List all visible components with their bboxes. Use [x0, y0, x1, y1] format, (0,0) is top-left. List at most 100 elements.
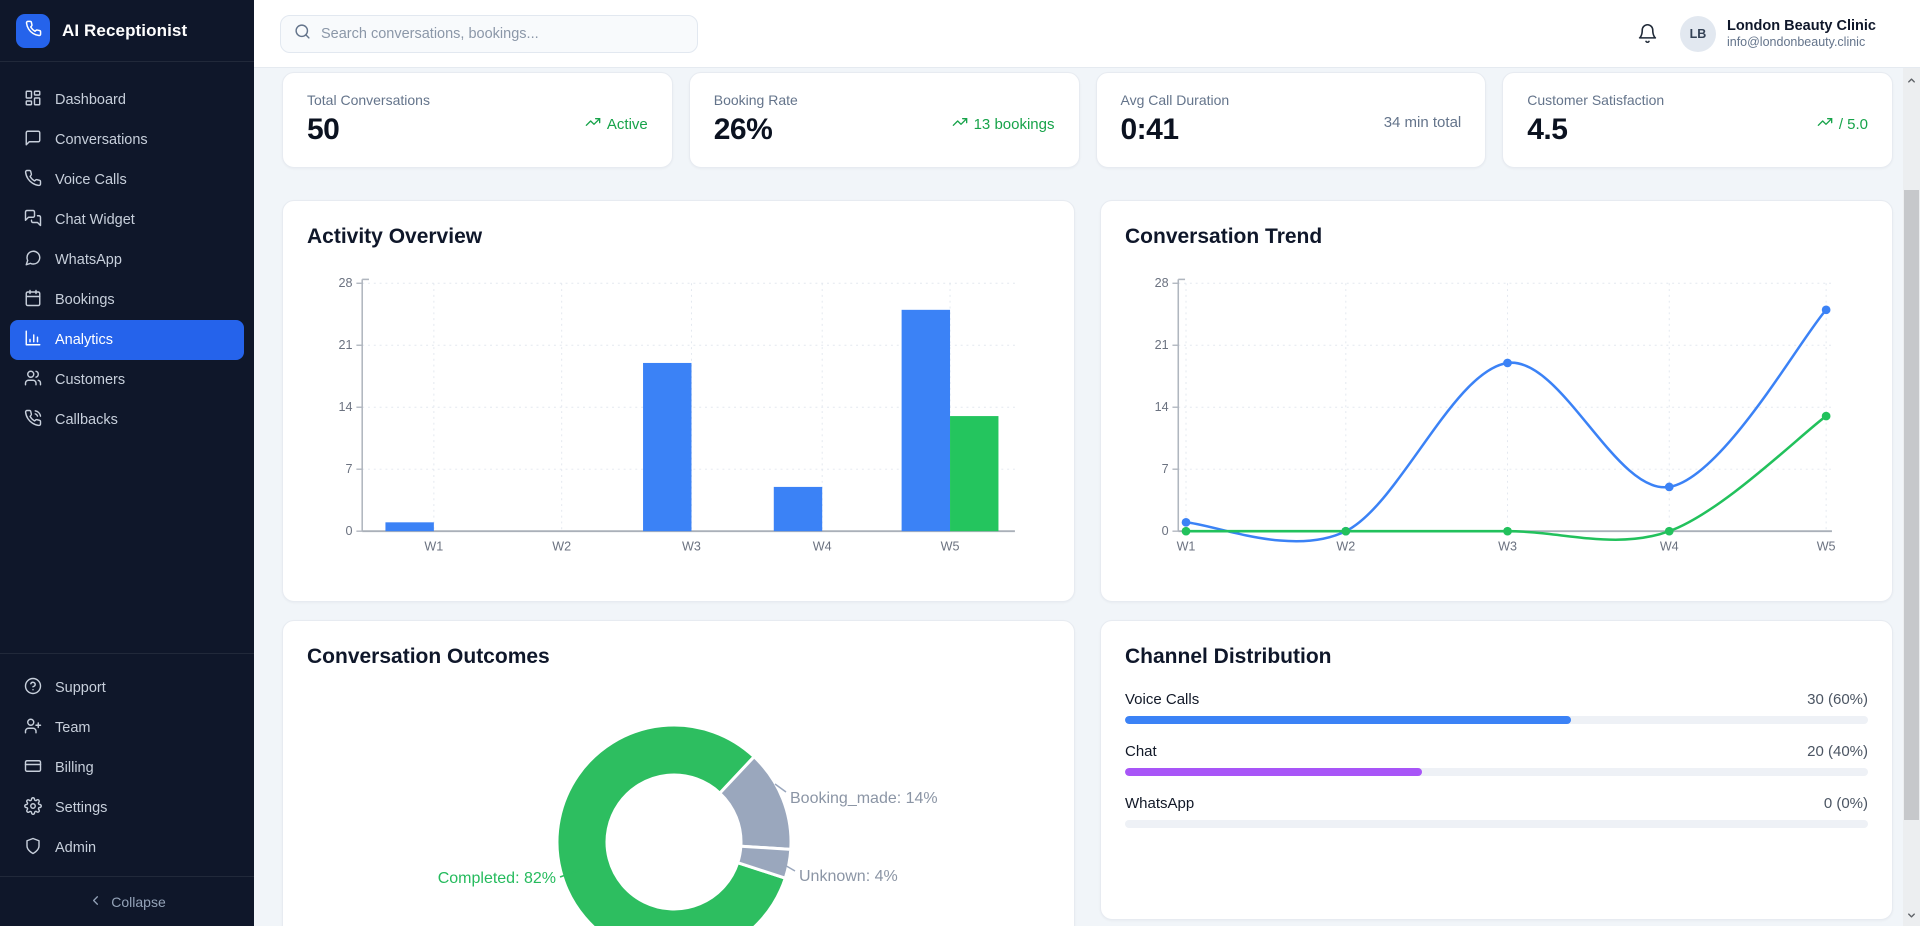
sidebar-item-label: Team [55, 720, 91, 736]
progress-fill [1125, 768, 1423, 776]
phone-icon [25, 20, 42, 42]
sidebar: AI Receptionist Dashboard Conversations … [0, 0, 254, 926]
svg-text:0: 0 [346, 524, 353, 538]
sidebar-item-support[interactable]: Support [10, 668, 244, 708]
collapse-button[interactable]: Collapse [0, 876, 254, 926]
calendar-icon [24, 289, 42, 311]
user-name: London Beauty Clinic [1726, 17, 1876, 34]
sidebar-item-label: Voice Calls [55, 172, 127, 188]
sidebar-item-analytics[interactable]: Analytics [10, 320, 244, 360]
bell-icon[interactable] [1637, 23, 1658, 44]
sidebar-footer-nav: Support Team Billing Settings Admin [0, 653, 254, 876]
svg-text:28: 28 [1155, 276, 1169, 290]
activity-overview-bar-chart: 0 7 14 21 28 W1 W2 W3 W4 W5 [339, 276, 1015, 554]
svg-text:W3: W3 [1498, 540, 1517, 554]
search-box[interactable] [280, 14, 698, 53]
sidebar-item-voice-calls[interactable]: Voice Calls [10, 160, 244, 200]
sidebar-item-callbacks[interactable]: Callbacks [10, 400, 244, 440]
user-meta: London Beauty Clinic info@londonbeauty.c… [1727, 17, 1876, 51]
credit-card-icon [24, 757, 42, 779]
sidebar-item-label: Chat Widget [55, 212, 135, 228]
sidebar-item-bookings[interactable]: Bookings [10, 280, 244, 320]
stat-label: Avg Call Duration [1120, 92, 1230, 108]
svg-text:W1: W1 [1177, 540, 1196, 554]
scrollbar-down-arrow[interactable] [1903, 907, 1920, 924]
svg-text:21: 21 [339, 338, 353, 352]
sidebar-item-whatsapp[interactable]: WhatsApp [10, 240, 244, 280]
svg-text:W4: W4 [813, 540, 832, 554]
sidebar-item-label: Admin [55, 840, 97, 856]
stat-meta: / 5.0 [1817, 114, 1868, 134]
chat-bubble-icon [24, 129, 42, 151]
dashboard-content: Total Conversations 50 Active Booking Ra… [254, 68, 1920, 926]
channel-label: Chat [1125, 743, 1157, 760]
leader-line [782, 863, 796, 872]
chart-title: Channel Distribution [1125, 645, 1332, 668]
stat-meta: Active [585, 114, 648, 134]
scrollbar-up-arrow[interactable] [1903, 72, 1920, 89]
sidebar-item-label: Bookings [55, 292, 115, 308]
user-email: info@londonbeauty.clinic [1726, 34, 1866, 49]
sidebar-item-settings[interactable]: Settings [10, 788, 244, 828]
sidebar-item-customers[interactable]: Customers [10, 360, 244, 400]
chart-title: Conversation Trend [1125, 225, 1323, 248]
dashboard-icon [24, 89, 42, 111]
bar-chart-icon [24, 329, 42, 351]
sidebar-item-label: Callbacks [55, 412, 118, 428]
sidebar-item-label: Conversations [55, 132, 148, 148]
app-logo [16, 13, 50, 48]
chevron-left-icon [88, 893, 103, 911]
help-circle-icon [24, 677, 42, 699]
sidebar-item-admin[interactable]: Admin [10, 828, 244, 868]
svg-text:14: 14 [339, 400, 353, 414]
user-menu[interactable]: LB London Beauty Clinic info@londonbeaut… [1679, 15, 1876, 52]
progress-track [1125, 716, 1868, 724]
charts-row-1: Activity Overview 0 7 14 21 28 W1 W2 W3 W4 W5 Con… [282, 200, 1893, 602]
leader-line [559, 869, 581, 878]
leader-line [774, 783, 787, 793]
trending-up-icon [952, 114, 968, 134]
sidebar-item-team[interactable]: Team [10, 708, 244, 748]
stat-meta: 34 min total [1383, 114, 1462, 131]
svg-text:14: 14 [1155, 400, 1169, 414]
brand: AI Receptionist [0, 0, 254, 62]
stat-label: Total Conversations [307, 92, 430, 108]
sidebar-item-conversations[interactable]: Conversations [10, 120, 244, 160]
phone-icon [24, 169, 42, 191]
users-icon [24, 369, 42, 391]
sidebar-item-dashboard[interactable]: Dashboard [10, 80, 244, 120]
activity-overview-card: Activity Overview 0 7 14 21 28 W1 W2 W3 W4 W5 [282, 200, 1075, 602]
collapse-label: Collapse [111, 893, 166, 910]
channel-rows: Voice Calls 30 (60%) Chat 20 (40%) [1125, 691, 1868, 828]
chart-title: Activity Overview [307, 225, 483, 248]
trending-up-icon [585, 114, 601, 134]
stat-label: Customer Satisfaction [1527, 92, 1665, 108]
scrollbar-thumb[interactable] [1904, 190, 1919, 820]
main-column: LB London Beauty Clinic info@londonbeaut… [254, 0, 1920, 926]
stat-card-booking-rate: Booking Rate 26% 13 bookings [688, 72, 1080, 168]
stat-card-avg-call-duration: Avg Call Duration 0:41 34 min total [1095, 72, 1487, 168]
sidebar-item-billing[interactable]: Billing [10, 748, 244, 788]
stat-value: 0:41 [1120, 113, 1180, 146]
sidebar-item-chat-widget[interactable]: Chat Widget [10, 200, 244, 240]
app-title: AI Receptionist [62, 20, 188, 40]
stat-meta: 13 bookings [952, 114, 1055, 134]
sidebar-item-label: Settings [55, 800, 108, 816]
svg-text:0: 0 [1162, 524, 1169, 538]
stat-value: 26% [713, 113, 773, 146]
topbar: LB London Beauty Clinic info@londonbeaut… [254, 0, 1920, 68]
stat-card-total-conversations: Total Conversations 50 Active [282, 72, 673, 168]
stat-value: 50 [307, 113, 340, 146]
svg-text:W5: W5 [1817, 540, 1836, 554]
channel-label: WhatsApp [1125, 795, 1195, 812]
sidebar-nav: Dashboard Conversations Voice Calls Chat… [0, 62, 254, 440]
avatar: LB [1679, 15, 1716, 52]
vertical-scrollbar[interactable] [1903, 68, 1920, 926]
sidebar-item-label: Customers [55, 372, 126, 388]
search-input[interactable] [321, 25, 684, 42]
gear-icon [24, 797, 42, 819]
svg-text:W4: W4 [1660, 540, 1679, 554]
svg-text:W5: W5 [941, 540, 960, 554]
trending-up-icon [1817, 114, 1833, 134]
